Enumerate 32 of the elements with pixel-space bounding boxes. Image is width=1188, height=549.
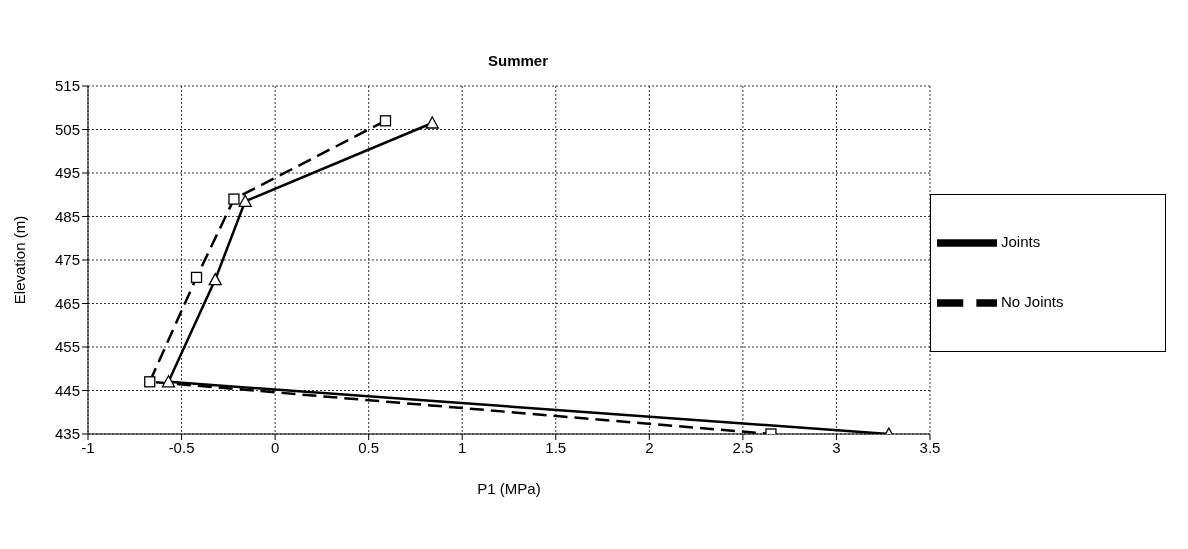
- point: [379, 115, 392, 127]
- y-tick-label: 455: [54, 338, 80, 356]
- point: [144, 376, 156, 388]
- y-axis-title: Elevation (m): [11, 215, 29, 305]
- x-tick-label: 2.5: [732, 438, 754, 456]
- legend-label: Joints: [1001, 232, 1041, 250]
- y-tick-label: 485: [54, 207, 80, 225]
- y-tick-label: 445: [54, 381, 80, 399]
- point: [238, 194, 252, 207]
- x-tick-label: -0.5: [168, 438, 195, 456]
- point: [228, 193, 240, 205]
- x-tick-label: 0: [270, 438, 280, 456]
- point: [161, 375, 176, 388]
- x-tick-label: 1.5: [545, 438, 567, 456]
- x-tick-label: 0.5: [358, 438, 380, 456]
- x-tick-label: 1: [458, 438, 467, 456]
- point: [190, 271, 203, 284]
- y-tick-label: 505: [54, 120, 80, 138]
- x-tick-label: 3: [832, 438, 841, 456]
- y-tick-label: 435: [54, 425, 80, 443]
- x-tick-label: 2: [645, 438, 654, 456]
- x-tick-label: -1: [81, 438, 95, 456]
- y-tick-label: 495: [54, 164, 80, 182]
- point: [425, 116, 439, 129]
- y-tick-label: 465: [54, 294, 80, 312]
- legend-label: No Joints: [1001, 292, 1064, 310]
- x-axis-title: P1 (MPa): [477, 480, 541, 497]
- y-tick-label: 475: [54, 251, 80, 269]
- y-tick-label: 515: [54, 77, 80, 95]
- point: [208, 272, 222, 286]
- chart-title: Summer: [487, 52, 549, 69]
- x-tick-label: 3.5: [919, 438, 941, 456]
